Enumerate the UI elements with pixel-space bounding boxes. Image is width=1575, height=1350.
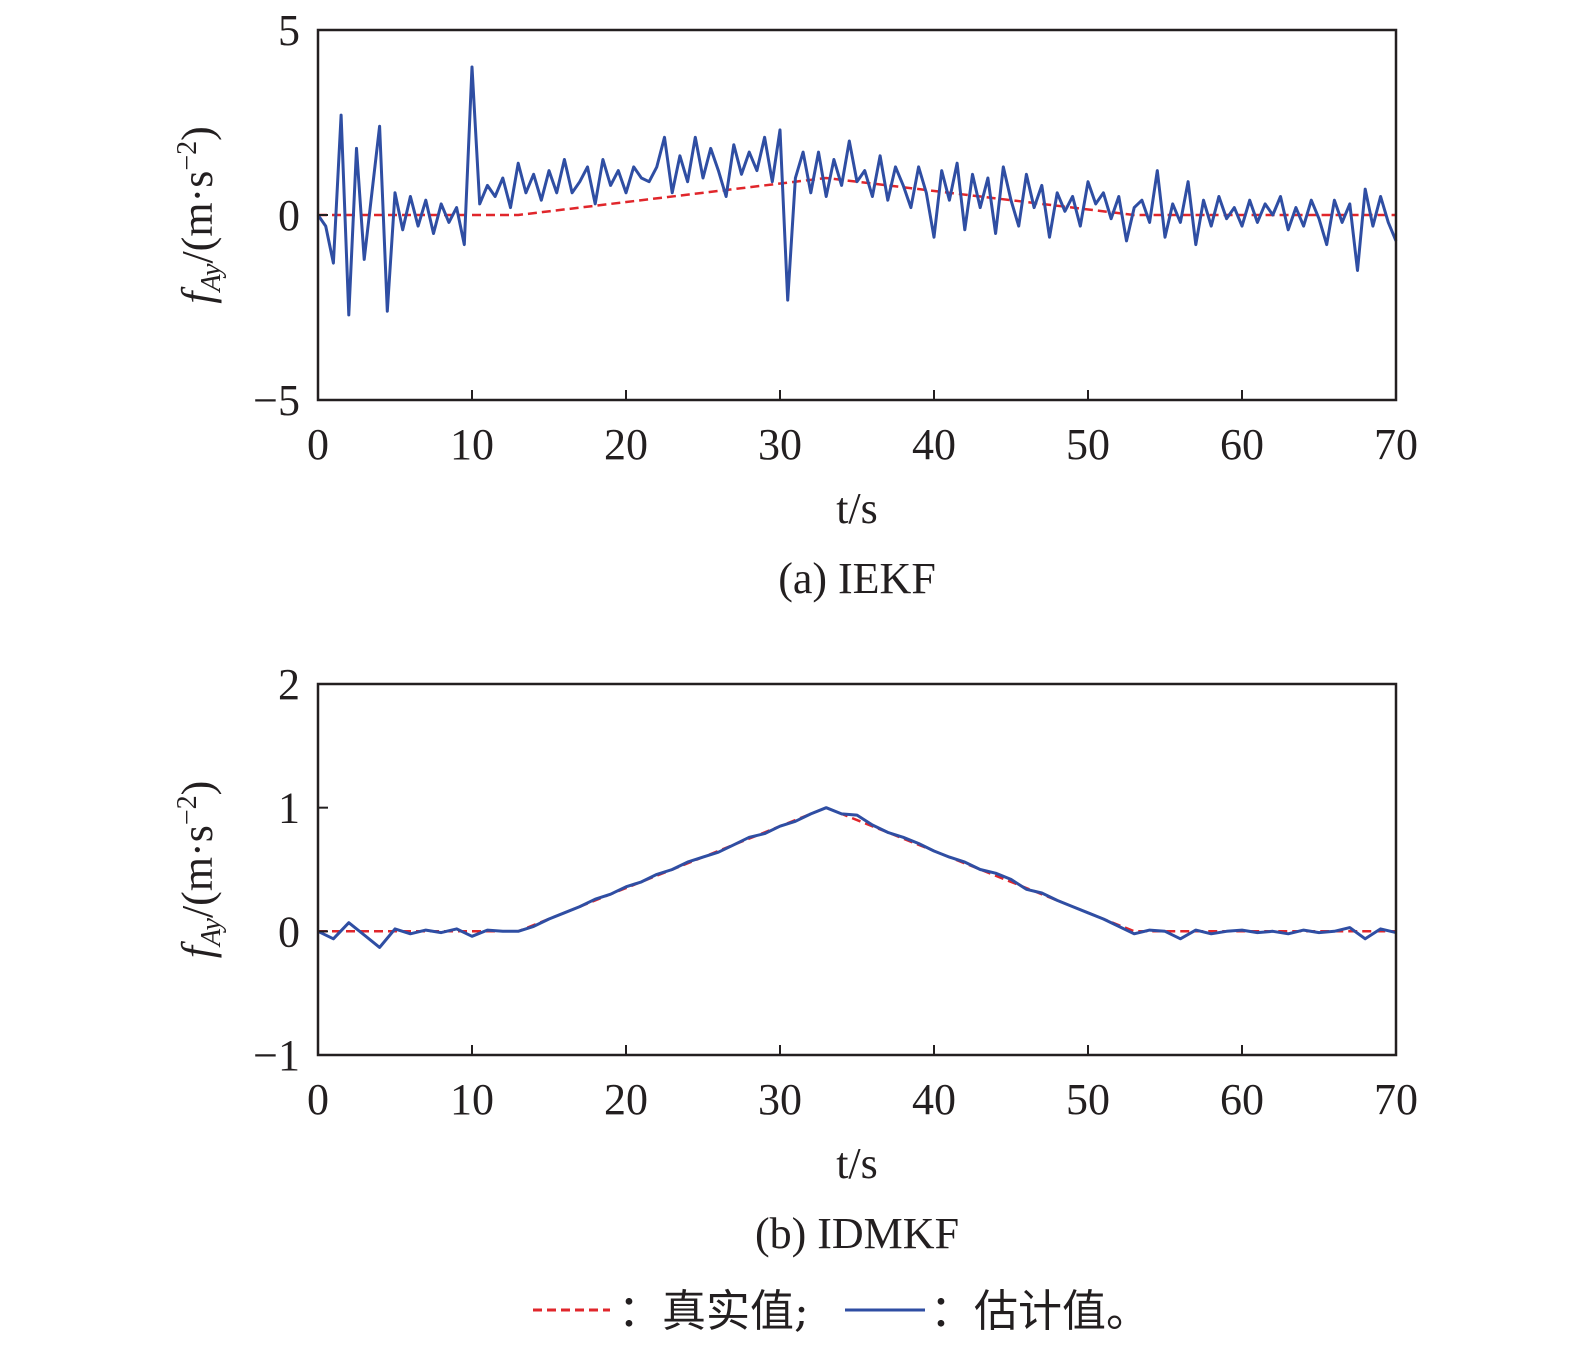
y-axis-label-sub: Ay bbox=[196, 263, 227, 294]
y-axis-label-close: ) bbox=[173, 126, 222, 141]
legend-true-label: ：真实值; bbox=[618, 1286, 809, 1337]
x-tick-label: 20 bbox=[604, 1075, 648, 1124]
y-axis-label-exp: −2 bbox=[172, 795, 203, 825]
estimate-line bbox=[317, 806, 1397, 949]
y-tick-label: −5 bbox=[253, 376, 300, 425]
true-value-line bbox=[318, 806, 1396, 933]
x-tick-label: 20 bbox=[604, 420, 648, 469]
y-axis-label: fAy/(m·s−2) bbox=[172, 126, 227, 304]
x-tick-label: 50 bbox=[1066, 1075, 1110, 1124]
x-tick-label: 40 bbox=[912, 1075, 956, 1124]
x-axis-label-b: t/s bbox=[836, 1139, 878, 1188]
y-axis-label-unit: /(m·s bbox=[173, 825, 222, 918]
x-tick-label: 10 bbox=[450, 1075, 494, 1124]
estimate-line bbox=[316, 65, 1398, 317]
x-tick-label: 10 bbox=[450, 420, 494, 469]
plot-frame bbox=[316, 682, 1398, 1057]
x-tick-label: 50 bbox=[1066, 420, 1110, 469]
x-tick-label: 30 bbox=[758, 1075, 802, 1124]
y-axis-label: fAy/(m·s−2) bbox=[172, 781, 227, 959]
y-tick-label: 0 bbox=[278, 191, 300, 240]
x-tick-label: 0 bbox=[307, 1075, 329, 1124]
y-tick-label: 0 bbox=[278, 907, 300, 956]
x-tick-label: 70 bbox=[1374, 1075, 1418, 1124]
x-tick-label: 70 bbox=[1374, 420, 1418, 469]
x-tick-label: 30 bbox=[758, 420, 802, 469]
y-tick-label: 5 bbox=[278, 6, 300, 55]
legend: ：真实值; ：估计值。 bbox=[533, 1286, 1150, 1337]
y-axis-label-exp: −2 bbox=[172, 141, 203, 171]
y-tick-label: −1 bbox=[253, 1031, 300, 1080]
y-axis-label-sub: Ay bbox=[196, 917, 227, 948]
y-axis-label-unit: /(m·s bbox=[173, 171, 222, 264]
subplot-caption: (b) IDMKF bbox=[755, 1209, 959, 1258]
legend-estimate-label: ：估计值。 bbox=[930, 1286, 1150, 1337]
y-axis-label-close: ) bbox=[173, 781, 222, 796]
x-tick-label: 60 bbox=[1220, 1075, 1264, 1124]
x-axis-label-a: t/s bbox=[836, 484, 878, 533]
y-tick-label: 2 bbox=[278, 660, 300, 709]
x-tick-label: 60 bbox=[1220, 420, 1264, 469]
y-tick-label: 1 bbox=[278, 784, 300, 833]
subplot-caption: (a) IEKF bbox=[778, 554, 936, 603]
x-tick-label: 0 bbox=[307, 420, 329, 469]
x-tick-label: 40 bbox=[912, 420, 956, 469]
